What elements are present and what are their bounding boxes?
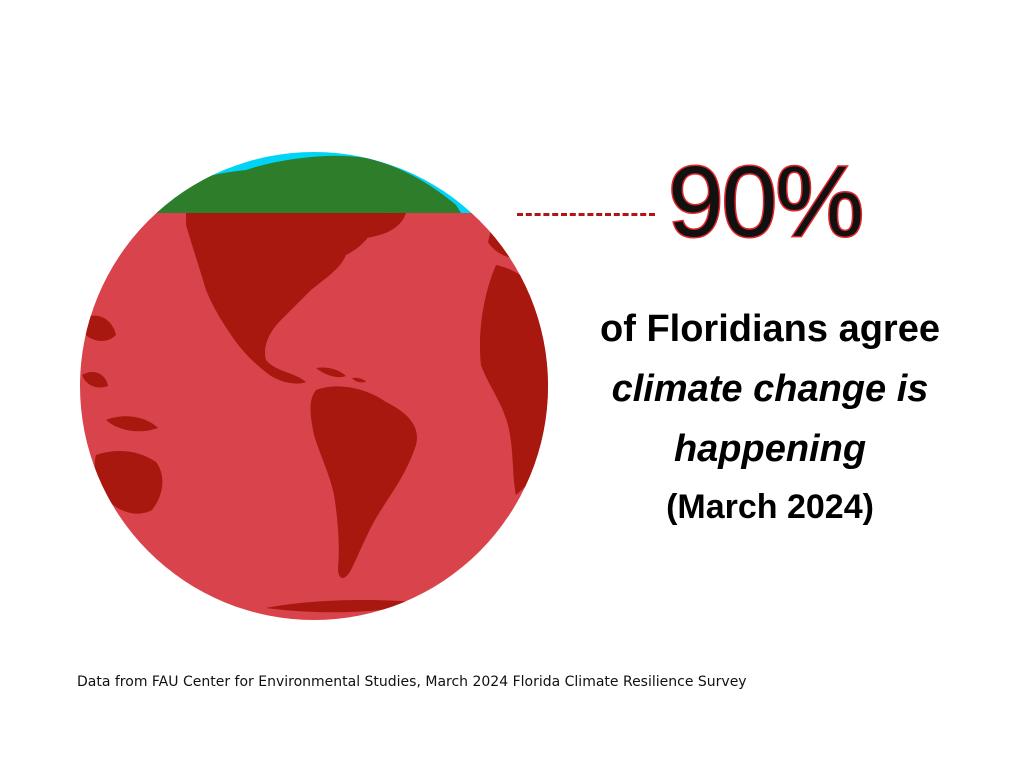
caption-date: (March 2024) (666, 488, 874, 526)
south-america (310, 386, 417, 579)
globe-icon (80, 152, 548, 620)
caption-line-3: happening (673, 428, 867, 470)
caption-line-1: of Floridians agree (600, 308, 940, 350)
connector-line (517, 213, 655, 216)
stat-value: 90% (667, 146, 866, 258)
australia (94, 450, 163, 514)
greenland (321, 213, 406, 238)
africa (479, 265, 548, 495)
arctic-land (136, 155, 461, 213)
antarctica (266, 600, 416, 613)
caption-line-2: climate change is (611, 368, 929, 410)
source-note: Data from FAU Center for Environmental S… (77, 674, 747, 690)
north-america (186, 213, 376, 384)
